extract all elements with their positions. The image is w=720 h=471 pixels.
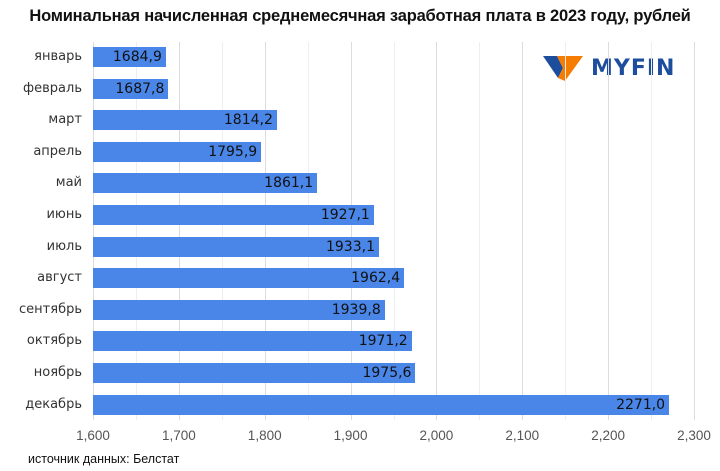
chart-title: Номинальная начисленная среднемесячная з… (29, 7, 691, 25)
bar: 1687,8 (93, 78, 169, 99)
category-label: май (55, 175, 82, 191)
bar-value-label: 1939,8 (331, 301, 381, 318)
gridline (136, 42, 137, 420)
category-label: август (37, 270, 82, 286)
bar: 2271,0 (93, 394, 670, 415)
gridline (651, 42, 652, 420)
category-label: март (48, 112, 82, 128)
myfin-v-logo-icon (543, 56, 583, 81)
gridline (351, 42, 352, 420)
category-label: октябрь (26, 333, 82, 349)
bar-value-label: 1687,8 (115, 80, 165, 97)
bar-value-label: 1962,4 (351, 270, 401, 287)
category-label: декабрь (25, 396, 82, 412)
bar-value-label: 1814,2 (223, 112, 273, 129)
bar-value-label: 2271,0 (616, 396, 666, 413)
bar: 1975,6 (93, 363, 416, 383)
source-note: источник данных: Белстат (28, 452, 180, 466)
category-label: ноябрь (33, 365, 82, 380)
plot-area: 1684,9 1687,8 1814,2 1795,9 1861,1 1927,1 1933… (93, 42, 695, 420)
bar-value-label: 1684,9 (112, 49, 162, 65)
gridline (436, 42, 437, 420)
category-label: январь (34, 49, 82, 64)
gridline (608, 42, 609, 420)
x-tick-label: 2,300 (677, 428, 711, 443)
x-tick-label: 2,000 (419, 428, 454, 443)
gridline (694, 42, 695, 420)
gridline (222, 42, 223, 420)
gridline (565, 42, 566, 420)
bar-value-label: 1861,1 (264, 175, 314, 192)
gridline (479, 42, 480, 420)
bar: 1962,4 (93, 268, 405, 289)
x-tick-label: 1,800 (247, 428, 282, 443)
bar: 1861,1 (93, 173, 318, 194)
category-label: июль (46, 238, 82, 254)
gridline (308, 42, 309, 420)
gridline (93, 42, 94, 420)
bar-value-label: 1933,1 (325, 238, 375, 255)
x-tick-label: 1,900 (333, 428, 368, 443)
category-label: сентябрь (19, 301, 82, 317)
gridline (522, 42, 523, 420)
category-label: июнь (46, 207, 82, 222)
gridline (265, 42, 266, 420)
myfin-logo: MYFIN (543, 54, 675, 82)
x-tick-label: 2,200 (591, 428, 626, 443)
bar: 1927,1 (93, 205, 374, 225)
bar: 1684,9 (93, 47, 166, 67)
gridline (394, 42, 395, 420)
bar: 1971,2 (93, 331, 412, 352)
category-label: февраль (23, 80, 82, 96)
bar: 1933,1 (93, 236, 379, 257)
x-tick-label: 1,700 (161, 428, 196, 443)
category-label: апрель (33, 143, 82, 159)
x-tick-label: 1,600 (76, 428, 110, 443)
logo-text: MYFIN (591, 55, 676, 81)
bar-value-label: 1975,6 (362, 365, 412, 381)
bar: 1795,9 (93, 141, 262, 162)
x-tick-label: 2,100 (505, 428, 540, 443)
bar: 1939,8 (93, 299, 385, 320)
bar-value-label: 1795,9 (208, 143, 258, 160)
bar: 1814,2 (93, 110, 277, 131)
bar-value-label: 1927,1 (320, 207, 370, 223)
gridline (179, 42, 180, 420)
bar-value-label: 1971,2 (358, 333, 408, 350)
